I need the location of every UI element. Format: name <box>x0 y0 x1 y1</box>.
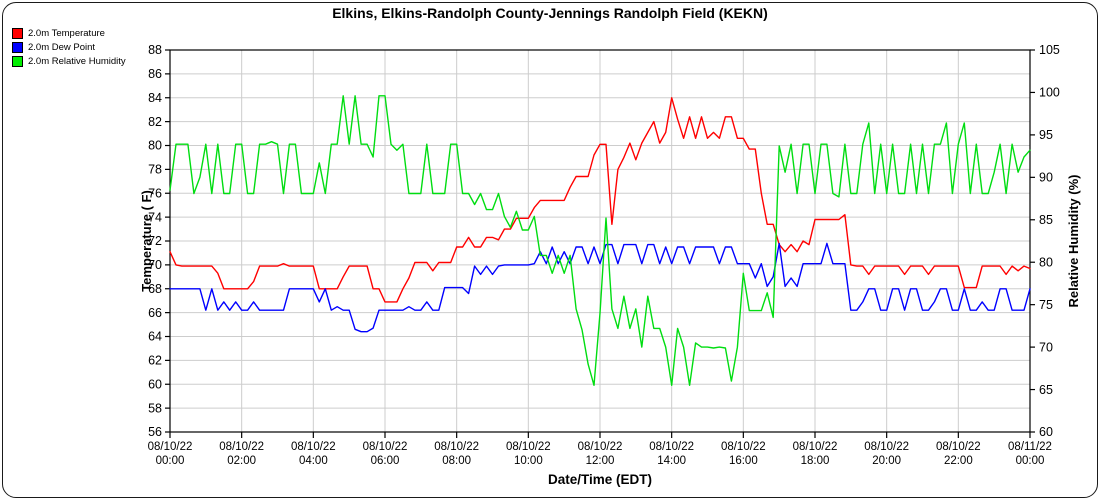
svg-text:08/10/22: 08/10/22 <box>434 441 479 453</box>
series-line-2-0m-relative-humidity <box>169 95 1031 386</box>
svg-text:58: 58 <box>148 401 162 415</box>
svg-text:08/10/22: 08/10/22 <box>578 441 623 453</box>
svg-text:68: 68 <box>148 282 162 296</box>
svg-text:08/10/22: 08/10/22 <box>864 441 909 453</box>
legend-item-relative-humidity: 2.0m Relative Humidity <box>12 55 126 68</box>
svg-text:18:00: 18:00 <box>801 455 830 467</box>
svg-text:74: 74 <box>148 210 162 224</box>
svg-text:70: 70 <box>1039 340 1053 354</box>
legend-item-temperature: 2.0m Temperature <box>12 27 126 40</box>
svg-text:72: 72 <box>148 234 162 248</box>
dew-point-swatch-icon <box>12 42 23 53</box>
svg-text:62: 62 <box>148 354 162 368</box>
temperature-swatch-icon <box>12 28 23 39</box>
svg-text:80: 80 <box>148 139 162 153</box>
legend-label: 2.0m Temperature <box>28 28 105 39</box>
svg-text:100: 100 <box>1039 86 1060 100</box>
y-axis-right-title: Relative Humidity (%) <box>1066 175 1081 308</box>
svg-text:08/11/22: 08/11/22 <box>1008 441 1052 453</box>
svg-text:12:00: 12:00 <box>586 455 615 467</box>
svg-text:95: 95 <box>1039 128 1053 142</box>
svg-text:60: 60 <box>1039 425 1053 439</box>
svg-text:10:00: 10:00 <box>514 455 543 467</box>
svg-text:08/10/22: 08/10/22 <box>506 441 551 453</box>
svg-text:08/10/22: 08/10/22 <box>363 441 408 453</box>
svg-text:82: 82 <box>148 115 162 129</box>
svg-text:88: 88 <box>148 43 162 57</box>
legend-label: 2.0m Relative Humidity <box>28 56 126 67</box>
svg-text:105: 105 <box>1039 43 1060 57</box>
svg-text:08/10/22: 08/10/22 <box>291 441 336 453</box>
y-axis-left-title: Temperature ( F) <box>139 190 154 292</box>
svg-text:16:00: 16:00 <box>729 455 758 467</box>
svg-text:66: 66 <box>148 306 162 320</box>
svg-text:75: 75 <box>1039 298 1053 312</box>
svg-text:08/10/22: 08/10/22 <box>936 441 981 453</box>
chart-title: Elkins, Elkins-Randolph County-Jennings … <box>332 5 768 21</box>
x-axis-title: Date/Time (EDT) <box>548 472 652 487</box>
svg-text:56: 56 <box>148 425 162 439</box>
svg-text:06:00: 06:00 <box>371 455 400 467</box>
svg-text:08/10/22: 08/10/22 <box>219 441 264 453</box>
svg-text:00:00: 00:00 <box>1016 455 1045 467</box>
svg-text:76: 76 <box>148 186 162 200</box>
svg-text:64: 64 <box>148 330 162 344</box>
svg-text:08/10/22: 08/10/22 <box>721 441 766 453</box>
svg-text:20:00: 20:00 <box>872 455 901 467</box>
svg-text:14:00: 14:00 <box>657 455 686 467</box>
legend-label: 2.0m Dew Point <box>28 42 96 53</box>
legend-item-dew-point: 2.0m Dew Point <box>12 41 126 54</box>
svg-text:80: 80 <box>1039 255 1053 269</box>
svg-text:70: 70 <box>148 258 162 272</box>
svg-text:65: 65 <box>1039 383 1053 397</box>
svg-text:08:00: 08:00 <box>442 455 471 467</box>
svg-text:08/10/22: 08/10/22 <box>148 441 193 453</box>
svg-text:08/10/22: 08/10/22 <box>793 441 838 453</box>
svg-text:22:00: 22:00 <box>944 455 973 467</box>
svg-text:78: 78 <box>148 163 162 177</box>
svg-text:90: 90 <box>1039 171 1053 185</box>
svg-text:04:00: 04:00 <box>299 455 328 467</box>
svg-text:60: 60 <box>148 377 162 391</box>
series-line-2-0m-temperature <box>169 97 1031 303</box>
svg-text:02:00: 02:00 <box>227 455 256 467</box>
svg-text:00:00: 00:00 <box>156 455 185 467</box>
svg-text:86: 86 <box>148 67 162 81</box>
svg-text:08/10/22: 08/10/22 <box>649 441 694 453</box>
relative-humidity-swatch-icon <box>12 56 23 67</box>
svg-text:85: 85 <box>1039 213 1053 227</box>
legend: 2.0m Temperature 2.0m Dew Point 2.0m Rel… <box>12 27 126 69</box>
svg-text:84: 84 <box>148 91 162 105</box>
series-line-2-0m-dew-point <box>169 242 1031 333</box>
